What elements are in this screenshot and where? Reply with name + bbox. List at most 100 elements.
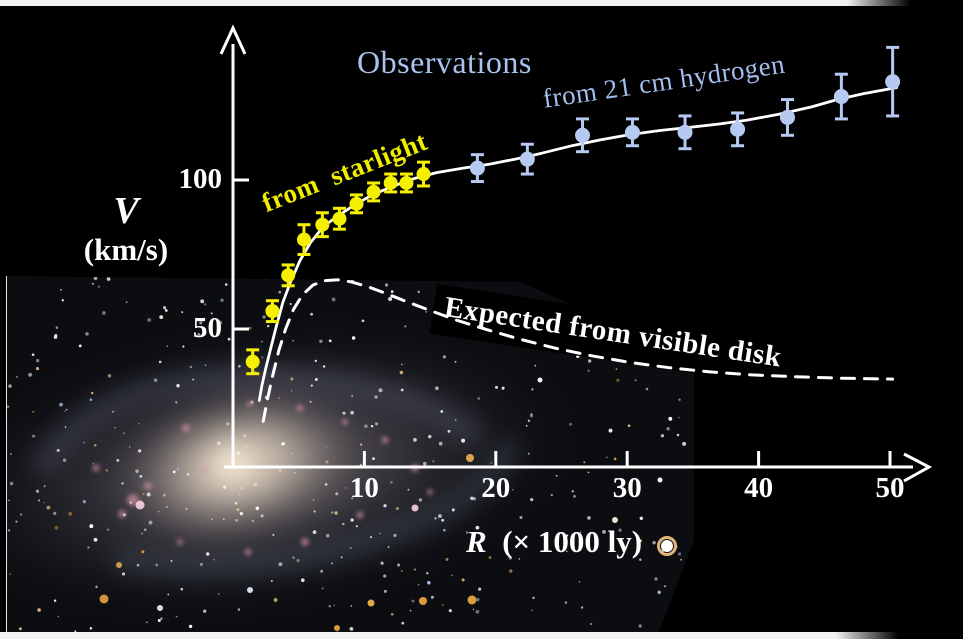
- star: [6, 405, 10, 408]
- star: [226, 422, 230, 426]
- star: [527, 419, 531, 422]
- star: [227, 337, 231, 341]
- star: [236, 508, 240, 512]
- y-tick-label: 50: [193, 312, 222, 344]
- star: [319, 339, 323, 344]
- star: [677, 416, 680, 419]
- star: [262, 315, 266, 319]
- star: [587, 547, 591, 551]
- star: [314, 378, 318, 381]
- star: [222, 485, 227, 489]
- star: [645, 387, 649, 391]
- data-point: [575, 127, 591, 143]
- star: [333, 604, 336, 607]
- star: [252, 461, 255, 464]
- star: [369, 536, 373, 539]
- star: [112, 410, 115, 413]
- star: [122, 432, 125, 435]
- star: [475, 525, 480, 530]
- star: [89, 524, 94, 529]
- star: [488, 556, 492, 559]
- star: [676, 433, 680, 437]
- star: [189, 365, 193, 369]
- star: [531, 609, 533, 612]
- star: [93, 537, 98, 542]
- star: [360, 443, 363, 446]
- star: [293, 472, 296, 474]
- star: [56, 448, 60, 452]
- star: [122, 513, 127, 517]
- star: [211, 518, 213, 521]
- star: [588, 359, 592, 363]
- data-point: [833, 89, 849, 105]
- star: [87, 546, 90, 549]
- star: [613, 457, 617, 461]
- star: [587, 516, 591, 520]
- star: [146, 492, 151, 497]
- star: [638, 624, 642, 628]
- star: [372, 457, 375, 461]
- star: [326, 534, 330, 538]
- star: [454, 360, 457, 363]
- star: [147, 317, 152, 322]
- star: [165, 506, 168, 508]
- star: [383, 589, 387, 593]
- star: [359, 463, 363, 466]
- star: [296, 558, 300, 563]
- star: [91, 282, 94, 285]
- hii-knot: [144, 482, 152, 490]
- star: [380, 561, 384, 565]
- star: [60, 288, 62, 291]
- star: [573, 495, 576, 498]
- star: [322, 365, 326, 368]
- data-point: [265, 304, 280, 319]
- star: [8, 529, 11, 532]
- star: [666, 427, 670, 431]
- star: [518, 558, 521, 560]
- star: [432, 460, 435, 463]
- star: [37, 608, 41, 612]
- data-point: [315, 217, 330, 232]
- star: [238, 494, 241, 496]
- star: [467, 595, 477, 605]
- star: [438, 441, 443, 446]
- star: [555, 474, 558, 477]
- star: [384, 283, 389, 287]
- star: [255, 506, 260, 511]
- star: [639, 558, 642, 561]
- star: [254, 469, 257, 472]
- star: [634, 379, 637, 382]
- star: [342, 411, 346, 415]
- hii-knot: [202, 467, 208, 473]
- star: [325, 446, 327, 448]
- star: [157, 510, 160, 513]
- star: [461, 438, 466, 443]
- starlight-points: [245, 160, 431, 376]
- star: [660, 434, 665, 438]
- star: [138, 422, 140, 425]
- star: [93, 276, 98, 281]
- star: [579, 531, 582, 534]
- hii-knot: [427, 489, 433, 495]
- star: [203, 609, 207, 613]
- star: [425, 311, 428, 313]
- star: [417, 583, 420, 586]
- star: [251, 519, 255, 523]
- star: [587, 471, 590, 474]
- star: [393, 533, 397, 537]
- star: [682, 441, 687, 446]
- star: [278, 562, 283, 567]
- star: [335, 492, 339, 496]
- photo-left-edge: [6, 276, 7, 634]
- star: [46, 505, 51, 510]
- star: [204, 303, 207, 306]
- star: [8, 499, 10, 502]
- star: [355, 525, 358, 528]
- star: [427, 580, 431, 585]
- star: [222, 518, 225, 521]
- star: [678, 398, 681, 401]
- star: [550, 493, 553, 497]
- star: [135, 500, 145, 510]
- star: [32, 410, 35, 413]
